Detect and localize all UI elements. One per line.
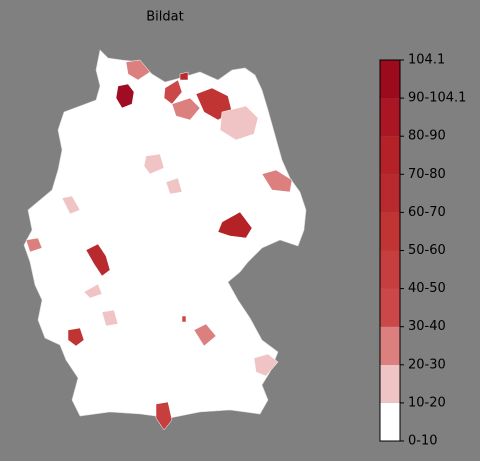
regions [25, 59, 293, 431]
germany-map [23, 49, 307, 431]
colorbar-segment [380, 212, 400, 251]
country-outline [23, 49, 307, 419]
region [165, 177, 183, 195]
region [171, 97, 201, 121]
colorbar-segment [380, 250, 400, 289]
region [83, 283, 103, 299]
colorbar-label: 60-70 [408, 205, 446, 220]
colorbar-segment [380, 98, 400, 137]
map-title: Bildat [146, 10, 183, 25]
colorbar-label: 0-10 [408, 434, 438, 449]
region [115, 83, 135, 109]
region [61, 195, 81, 215]
region [193, 323, 217, 347]
region [179, 71, 189, 81]
colorbar-label: 50-60 [408, 243, 446, 258]
colorbar-label: 80-90 [408, 129, 446, 144]
colorbar-label: 40-50 [408, 281, 446, 296]
colorbar: 0-10 10-20 20-30 30-40 40-50 50-60 60-70 70-80 8… [379, 53, 466, 449]
region [67, 327, 85, 347]
region [101, 309, 119, 327]
region [261, 169, 293, 193]
region [85, 243, 111, 277]
colorbar-segment [380, 364, 400, 403]
colorbar-segment [380, 402, 400, 441]
colorbar-label: 30-40 [408, 319, 446, 334]
region [253, 353, 279, 377]
region [155, 401, 173, 431]
colorbar-label: 20-30 [408, 357, 446, 372]
colorbar-label: 90-104.1 [408, 91, 466, 106]
colorbar-segment [380, 326, 400, 365]
region [125, 59, 151, 81]
colorbar-segment [380, 60, 400, 99]
colorbar-segment [380, 174, 400, 213]
colorbar-segment [380, 136, 400, 175]
colorbar-label: 10-20 [408, 395, 446, 410]
region [181, 315, 187, 323]
region [25, 237, 43, 253]
region [143, 153, 165, 175]
colorbar-label: 70-80 [408, 167, 446, 182]
region [217, 211, 253, 239]
region [163, 79, 183, 105]
colorbar-label: 104.1 [408, 53, 445, 68]
colorbar-segment [380, 288, 400, 327]
region [219, 105, 259, 141]
